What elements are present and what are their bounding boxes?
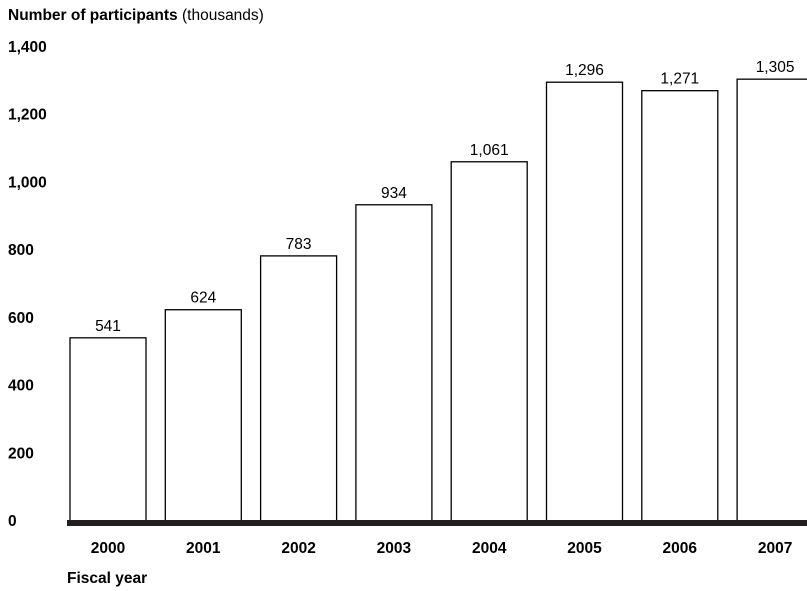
data-label-2002: 783 <box>286 236 312 253</box>
y-axis-tick-labels: 0 200 400 600 800 1,000 1,200 1,400 <box>8 39 47 530</box>
data-label-2004: 1,061 <box>470 142 509 159</box>
y-tick-label: 200 <box>8 445 34 462</box>
bar-2005 <box>545 81 624 522</box>
chart-title-main: Number of participants <box>8 7 178 24</box>
y-tick-label: 0 <box>8 513 17 530</box>
bar-2003 <box>355 204 433 522</box>
y-tick-label: 1,200 <box>8 107 47 124</box>
x-tick-label-2001: 2001 <box>186 540 221 557</box>
x-axis-tick-labels: 2000 2001 2002 2003 2004 2005 2006 2007 <box>91 540 793 557</box>
data-labels: 541 624 783 934 1,061 1,296 1,271 1,305 <box>95 59 794 335</box>
y-tick-label: 800 <box>8 242 34 259</box>
chart-title-unit: (thousands) <box>181 7 264 24</box>
data-label-2005: 1,296 <box>565 62 604 79</box>
data-label-2000: 541 <box>95 318 121 335</box>
data-label-2001: 624 <box>190 290 216 307</box>
bars <box>69 78 807 522</box>
bar-2002 <box>259 255 338 522</box>
x-tick-label-2005: 2005 <box>567 540 602 557</box>
data-label-2006: 1,271 <box>660 71 699 88</box>
x-tick-label-2004: 2004 <box>472 540 507 557</box>
x-tick-label-2000: 2000 <box>91 540 125 557</box>
y-tick-label: 1,400 <box>8 39 47 56</box>
x-tick-label-2003: 2003 <box>377 540 412 557</box>
y-tick-label: 400 <box>8 378 34 395</box>
bar-2004 <box>450 161 528 522</box>
bar-2006 <box>641 90 719 522</box>
y-tick-label: 1,000 <box>8 174 47 191</box>
y-tick-label: 600 <box>8 310 34 327</box>
x-tick-label-2006: 2006 <box>663 540 698 557</box>
data-label-2003: 934 <box>381 185 407 202</box>
x-tick-label-2002: 2002 <box>281 540 315 557</box>
bar-2007 <box>736 78 807 522</box>
data-label-2007: 1,305 <box>756 59 795 76</box>
bar-2001 <box>164 309 242 522</box>
x-axis-baseline <box>67 520 807 526</box>
x-tick-label-2007: 2007 <box>758 540 792 557</box>
bar-2000 <box>69 337 147 522</box>
chart-title: Number of participants (thousands) <box>8 7 264 25</box>
x-axis-title: Fiscal year <box>67 570 147 587</box>
